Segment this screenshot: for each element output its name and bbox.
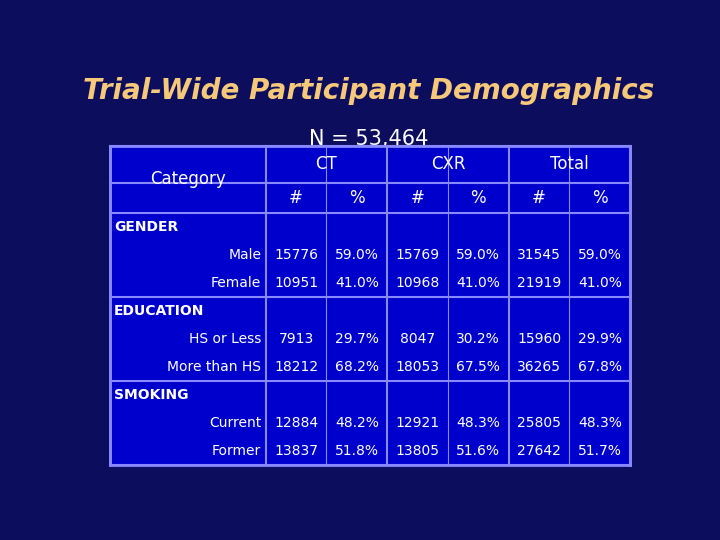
Text: 29.9%: 29.9% <box>577 332 622 346</box>
Text: More than HS: More than HS <box>167 360 261 374</box>
Text: 25805: 25805 <box>517 416 561 430</box>
Text: 59.0%: 59.0% <box>335 248 379 262</box>
Text: 51.6%: 51.6% <box>456 444 500 458</box>
Text: 12884: 12884 <box>274 416 318 430</box>
Text: 21919: 21919 <box>517 276 561 290</box>
Text: 12921: 12921 <box>395 416 440 430</box>
Text: 41.0%: 41.0% <box>456 276 500 290</box>
Text: HS or Less: HS or Less <box>189 332 261 346</box>
Text: CT: CT <box>315 155 338 173</box>
Text: 51.8%: 51.8% <box>335 444 379 458</box>
Text: EDUCATION: EDUCATION <box>114 304 204 318</box>
Text: 27642: 27642 <box>517 444 561 458</box>
Text: 10968: 10968 <box>395 276 440 290</box>
Text: 51.7%: 51.7% <box>578 444 621 458</box>
Text: 8047: 8047 <box>400 332 435 346</box>
Text: 18212: 18212 <box>274 360 318 374</box>
Text: 15769: 15769 <box>395 248 440 262</box>
Text: 30.2%: 30.2% <box>456 332 500 346</box>
Text: %: % <box>470 188 486 207</box>
Text: #: # <box>410 188 425 207</box>
Text: 15960: 15960 <box>517 332 561 346</box>
Text: #: # <box>289 188 303 207</box>
Text: CXR: CXR <box>431 155 465 173</box>
Text: %: % <box>349 188 364 207</box>
Text: Total: Total <box>550 155 589 173</box>
Text: 67.8%: 67.8% <box>577 360 622 374</box>
Text: GENDER: GENDER <box>114 220 179 234</box>
Text: Female: Female <box>211 276 261 290</box>
Text: Former: Former <box>212 444 261 458</box>
Text: Current: Current <box>209 416 261 430</box>
Text: 7913: 7913 <box>279 332 314 346</box>
Text: 29.7%: 29.7% <box>335 332 379 346</box>
Text: 10951: 10951 <box>274 276 318 290</box>
Text: 13837: 13837 <box>274 444 318 458</box>
Text: 59.0%: 59.0% <box>456 248 500 262</box>
Text: 36265: 36265 <box>517 360 561 374</box>
Text: N = 53,464: N = 53,464 <box>310 129 428 149</box>
Text: %: % <box>592 188 608 207</box>
Text: 68.2%: 68.2% <box>335 360 379 374</box>
Text: Trial-Wide Participant Demographics: Trial-Wide Participant Demographics <box>84 77 654 105</box>
Text: SMOKING: SMOKING <box>114 388 189 402</box>
Text: #: # <box>532 188 546 207</box>
Text: 13805: 13805 <box>395 444 439 458</box>
Text: 67.5%: 67.5% <box>456 360 500 374</box>
Text: 41.0%: 41.0% <box>335 276 379 290</box>
Text: 31545: 31545 <box>517 248 561 262</box>
Text: 48.2%: 48.2% <box>335 416 379 430</box>
Text: 15776: 15776 <box>274 248 318 262</box>
Text: Male: Male <box>228 248 261 262</box>
Text: 48.3%: 48.3% <box>456 416 500 430</box>
Text: 59.0%: 59.0% <box>578 248 621 262</box>
Text: 41.0%: 41.0% <box>578 276 621 290</box>
Text: 48.3%: 48.3% <box>578 416 621 430</box>
Text: 18053: 18053 <box>395 360 439 374</box>
Text: Category: Category <box>150 170 225 188</box>
